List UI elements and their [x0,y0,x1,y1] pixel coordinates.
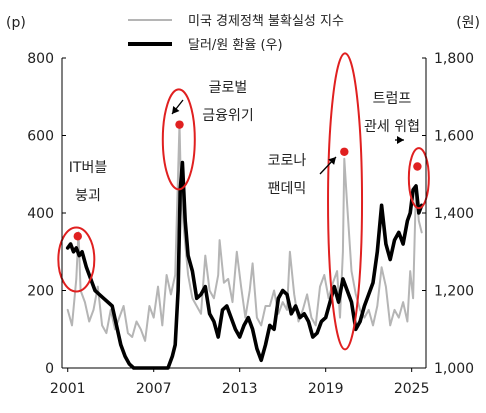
annotation-label: 트럼프 [373,91,412,107]
left-tick-label: 600 [27,129,54,145]
x-tick-label: 2001 [50,381,86,397]
right-tick-label: 1,000 [434,361,474,377]
left-tick-label: 200 [27,284,54,300]
annotation-dot [413,162,422,171]
annotation-dot [340,147,349,156]
right-tick-label: 1,800 [434,51,474,67]
annotation-label: 관세 위협 [364,119,420,135]
x-tick-label: 2007 [136,381,172,397]
annotation-arrowhead [172,106,180,114]
left-tick-label: 800 [27,51,54,67]
right-axis-unit: (원) [456,15,480,31]
annotation-ellipse [327,52,364,351]
series-layer [65,122,424,370]
annotation-arrowhead [397,136,404,144]
annotation-ellipse [57,226,96,293]
left-tick-label: 0 [45,361,54,377]
annotation-arrowhead [328,157,336,165]
x-tick-label: 2013 [222,381,258,397]
legend: 미국 경제정책 불확실성 지수 달러/원 환율 (우) [128,14,344,53]
series-line-fx [65,160,424,370]
annotation-label: 붕괴 [75,188,101,204]
annotation-dot [175,120,184,129]
legend-label-fx: 달러/원 환율 (우) [188,38,283,53]
right-tick-label: 1,200 [434,284,474,300]
legend-label-uncertainty: 미국 경제정책 불확실성 지수 [188,14,344,29]
left-tick-label: 400 [27,206,54,222]
left-axis-unit: (p) [6,15,26,31]
annotation-label: IT버블 [69,160,108,176]
x-tick-label: 2019 [308,381,344,397]
x-tick-label: 2025 [394,381,430,397]
annotation-ellipse [161,88,196,191]
annotation-ellipse [407,147,430,210]
right-tick-label: 1,400 [434,206,474,222]
annotation-label: 팬데믹 [268,181,307,197]
series-line-uncertainty [66,122,423,342]
annotation-dot [73,232,82,241]
right-tick-label: 1,600 [434,129,474,145]
annotation-label: 글로벌 [209,80,248,96]
axis-layer: (p) (원) 0 200 400 600 800 1,000 1,200 1,400 1,60… [6,15,480,397]
annotation-label: 코로나 [268,153,307,169]
annotation-label: 금융위기 [202,108,254,124]
